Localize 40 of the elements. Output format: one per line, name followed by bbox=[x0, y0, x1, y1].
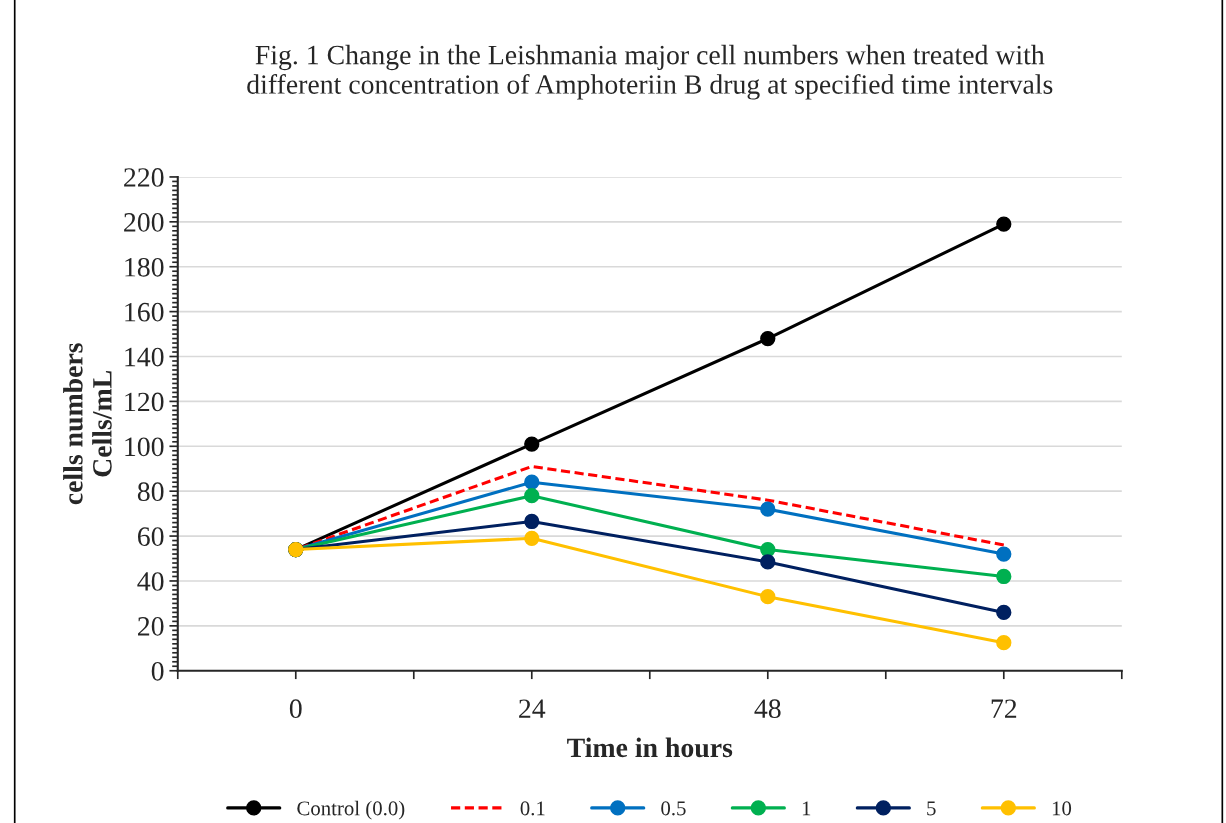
legend-label: 10 bbox=[1052, 801, 1072, 816]
point bbox=[996, 546, 1012, 562]
y-tick-label: 220 bbox=[124, 168, 164, 187]
point bbox=[524, 530, 540, 546]
legend-label: 1 bbox=[802, 801, 811, 816]
point bbox=[760, 554, 776, 570]
y-tick-label: 160 bbox=[125, 302, 164, 322]
legend-label: Control (0.0) bbox=[297, 800, 405, 820]
y-tick-label: 40 bbox=[137, 572, 164, 591]
legend-label: 0.1 bbox=[520, 801, 545, 816]
point bbox=[524, 474, 540, 490]
point bbox=[996, 216, 1012, 232]
point bbox=[524, 513, 540, 530]
y-tick-label: 200 bbox=[124, 213, 164, 232]
point bbox=[996, 568, 1012, 585]
point bbox=[996, 604, 1012, 621]
y-tick-label: 20 bbox=[138, 617, 164, 636]
point bbox=[760, 330, 776, 347]
point bbox=[760, 589, 776, 605]
x-tick-label: 72 bbox=[991, 699, 1017, 718]
y-tick-label: 180 bbox=[125, 257, 164, 277]
point bbox=[996, 635, 1012, 651]
x-tick-label: 48 bbox=[754, 699, 781, 719]
y-axis-title: cells numbers Cells/mL bbox=[63, 343, 112, 505]
x-axis-title: Time in hours bbox=[567, 737, 733, 758]
chart-title: Fig. 1 Change in the Leishmania major cell numbers when treated with different concentration of Amphoteriin B drug at specified time intervals bbox=[247, 44, 1053, 100]
point bbox=[760, 501, 776, 517]
x-tick-label: 0 bbox=[289, 699, 302, 719]
y-tick-label: 0 bbox=[151, 661, 164, 681]
point bbox=[524, 488, 540, 504]
y-tick-label: 60 bbox=[137, 527, 164, 546]
legend-label: 0.5 bbox=[661, 801, 686, 816]
x-tick-label: 24 bbox=[519, 699, 546, 718]
y-tick-label: 140 bbox=[125, 347, 164, 367]
y-tick-label: 80 bbox=[137, 482, 164, 502]
legend-label: 5 bbox=[927, 801, 936, 816]
y-tick-label: 100 bbox=[125, 437, 164, 457]
y-tick-label: 120 bbox=[125, 392, 164, 412]
point bbox=[760, 541, 776, 558]
point bbox=[524, 436, 540, 452]
